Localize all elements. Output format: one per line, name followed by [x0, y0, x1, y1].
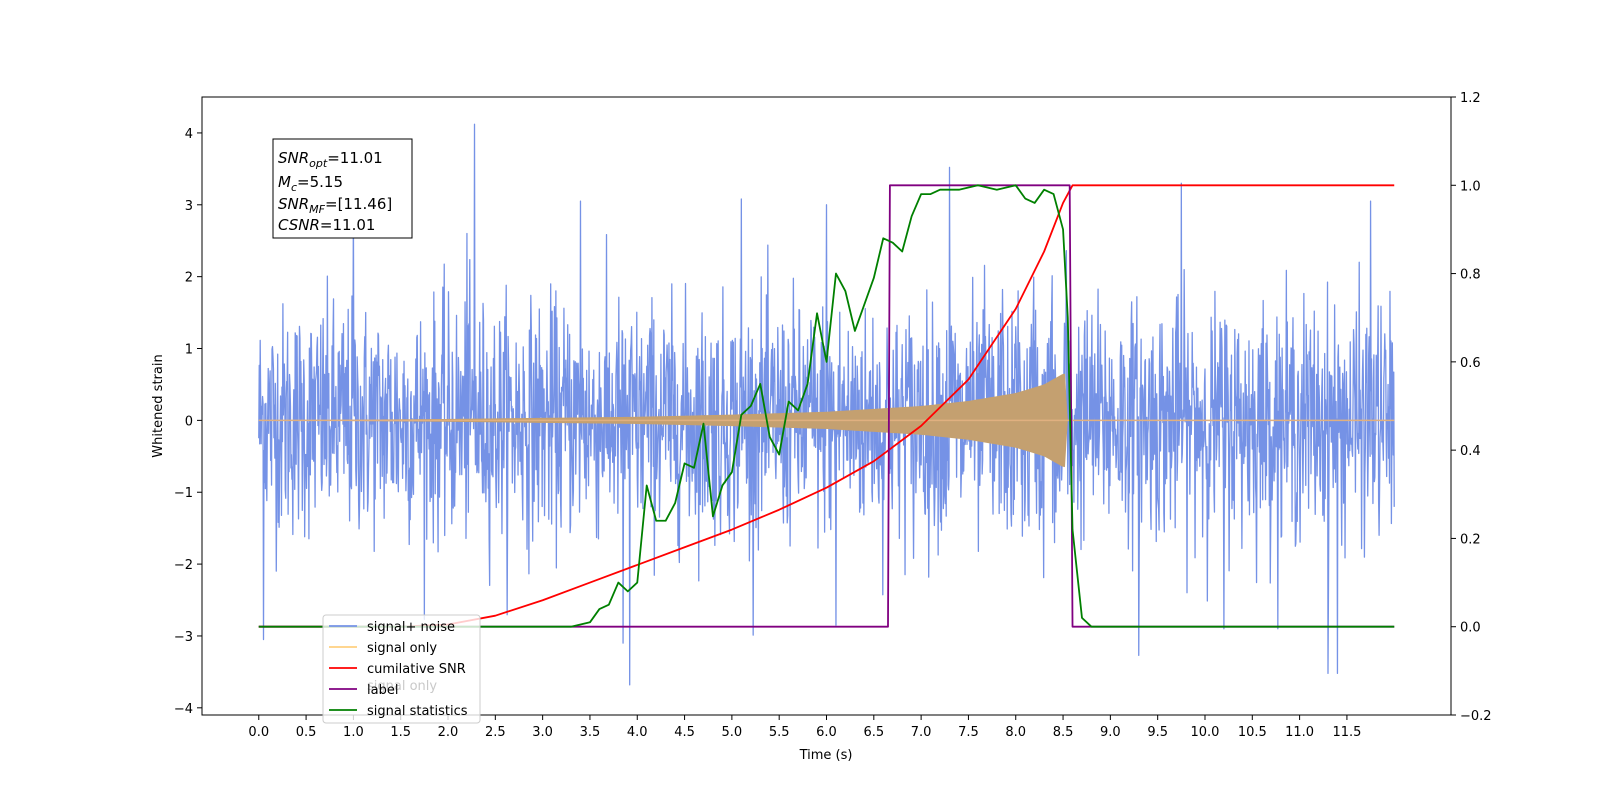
x-tick-label: 1.0	[343, 725, 364, 740]
left-y-tick-label: 1	[185, 343, 193, 358]
right-y-axis: 1.2 1.0 0.8 0.6 0.4 0.2 0.0 −0.2	[1451, 91, 1492, 724]
x-tick-label: 2.5	[485, 725, 506, 740]
x-tick-label: 8.0	[1005, 725, 1026, 740]
right-y-tick-label: 0.8	[1460, 268, 1481, 283]
x-tick-label: 0.0	[248, 725, 269, 740]
legend-entries: signal+ noise signal only cumilative SNR la…	[329, 620, 468, 719]
annotation-snr-mf: SNRMF=[11.46]	[278, 195, 392, 216]
x-tick-label: 5.0	[722, 725, 743, 740]
legend-label: signal only	[367, 641, 437, 656]
left-y-tick-label: −3	[174, 630, 193, 645]
legend-frame	[322, 614, 481, 724]
x-tick-label: 9.0	[1100, 725, 1121, 740]
x-tick-label: 10.0	[1191, 725, 1220, 740]
legend: signal only signal+ noise signal only cumi…	[322, 614, 481, 724]
x-tick-label: 11.0	[1285, 725, 1314, 740]
legend-hidden-text: signal only	[367, 679, 437, 694]
right-y-tick-label: 0.0	[1460, 621, 1481, 636]
annotation-box: SNRopt=11.01 Mc=5.15 SNRMF=[11.46] CSNR=…	[272, 138, 413, 239]
left-y-tick-label: 2	[185, 271, 193, 286]
right-y-tick-label: 0.2	[1460, 532, 1481, 547]
annotation-csnr: CSNR=11.01	[278, 216, 375, 234]
annotation-mc: Mc=5.15	[278, 173, 343, 194]
legend-label: label	[367, 683, 398, 698]
left-y-tick-label: −2	[174, 558, 193, 573]
x-tick-label: 10.5	[1238, 725, 1267, 740]
x-tick-label: 5.5	[769, 725, 790, 740]
y-axis-label: Whitened strain	[151, 354, 166, 457]
x-tick-label: 6.0	[816, 725, 837, 740]
legend-label: signal statistics	[367, 704, 468, 719]
right-y-tick-label: 1.2	[1460, 91, 1481, 106]
right-y-tick-label: 1.0	[1460, 179, 1481, 194]
annotation-frame	[272, 138, 413, 239]
annotation-snr-opt: SNRopt=11.01	[278, 149, 383, 170]
series-signal-statistics	[258, 184, 1395, 628]
x-tick-label: 0.5	[296, 725, 317, 740]
left-y-tick-label: −4	[174, 702, 193, 717]
x-tick-label: 11.5	[1332, 725, 1361, 740]
left-y-axis: 4 3 2 1 0 −1 −2 −3 −4	[174, 127, 202, 717]
x-tick-label: 7.0	[911, 725, 932, 740]
right-y-tick-label: 0.6	[1460, 356, 1481, 371]
x-tick-label: 7.5	[958, 725, 979, 740]
x-tick-label: 9.5	[1147, 725, 1168, 740]
right-y-tick-label: 0.4	[1460, 444, 1481, 459]
x-tick-label: 4.5	[674, 725, 695, 740]
x-tick-label: 3.5	[580, 725, 601, 740]
x-axis: 0.0 0.5 1.0 1.5 2.0 2.5 3.0 3.5 4.0 4.5 5.0 5.5 6.0 6…	[248, 715, 1361, 740]
legend-label: cumilative SNR	[367, 662, 466, 677]
left-y-tick-label: 3	[185, 199, 193, 214]
x-tick-label: 6.5	[863, 725, 884, 740]
series-signal-noise	[258, 123, 1395, 686]
x-tick-label: 3.0	[532, 725, 553, 740]
left-y-tick-label: −1	[174, 486, 193, 501]
x-tick-label: 8.5	[1053, 725, 1074, 740]
left-y-tick-label: 4	[185, 127, 193, 142]
x-axis-label: Time (s)	[799, 748, 853, 763]
left-y-tick-label: 0	[185, 414, 193, 429]
right-y-tick-label: −0.2	[1460, 709, 1492, 724]
x-tick-label: 2.0	[438, 725, 459, 740]
legend-label: signal+ noise	[367, 620, 455, 635]
x-tick-label: 1.5	[390, 725, 411, 740]
x-tick-label: 4.0	[627, 725, 648, 740]
